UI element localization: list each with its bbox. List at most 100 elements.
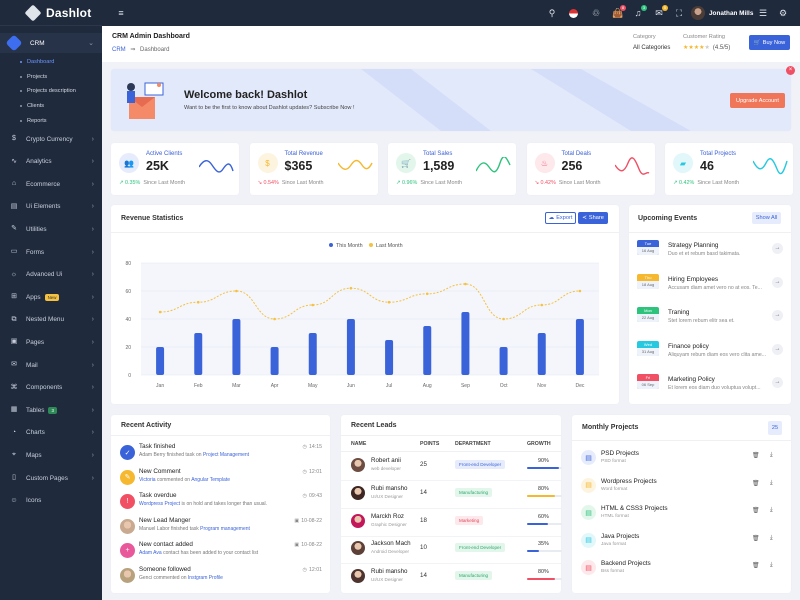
search-icon[interactable]: ⚲ (548, 8, 556, 18)
download-icon[interactable]: ⤓ (770, 534, 773, 541)
event-title[interactable]: Marketing Policy (668, 376, 715, 383)
activity-link[interactable]: Angular Template (191, 476, 231, 483)
export-button[interactable]: ☁ Export (545, 212, 576, 224)
sidebar-item-advanced-ui[interactable]: ☼ Advanced Ui › (0, 265, 102, 285)
gear-icon[interactable]: ⚙ (778, 8, 788, 18)
project-title[interactable]: Wordpress Projects (601, 477, 657, 485)
sidebar-item-components[interactable]: ⌘ Components › (0, 378, 102, 398)
row-divider (341, 563, 561, 565)
lead-name[interactable]: Marckh Roz (371, 512, 405, 520)
sidebar-item-label: Utilities (26, 225, 47, 233)
menu-toggle-icon[interactable]: ≡ (118, 8, 124, 18)
app-logo[interactable]: Dashlot (0, 0, 102, 26)
sidebar-item-charts[interactable]: ◔ Charts › (0, 423, 102, 443)
sidebar-item-tables[interactable]: ▦ Tables 3 › (0, 400, 102, 420)
arrow-right-icon[interactable]: → (772, 343, 783, 355)
bar-feb (194, 333, 203, 375)
activity-person[interactable]: Victoria (139, 476, 156, 483)
list-icon[interactable]: ☰ (758, 8, 768, 18)
lead-name[interactable]: Rubi mansho (371, 568, 408, 576)
breadcrumb-link[interactable]: CRM (112, 47, 126, 53)
chevron-right-icon: › (91, 225, 94, 233)
column-header[interactable]: NAME (351, 441, 367, 447)
sidebar-item-mail[interactable]: ✉ Mail › (0, 355, 102, 375)
fullscreen-icon[interactable]: ⛶ (675, 8, 683, 18)
growth-bar-fill (527, 578, 555, 581)
arrow-right-icon[interactable]: → (772, 243, 783, 254)
cart-icon[interactable]: ♲ (591, 8, 601, 18)
sidebar-item-crypto-currency[interactable]: $ Crypto Currency › (0, 129, 102, 149)
trash-icon[interactable]: 🗑 (752, 535, 760, 542)
trash-icon[interactable]: 🗑 (752, 563, 760, 569)
category-select[interactable]: All Categories (633, 45, 671, 51)
activity-person[interactable]: Adam Berry (139, 452, 166, 458)
lead-name[interactable]: Jackson Mach (371, 540, 411, 548)
sidebar-subitem[interactable]: Clients (0, 99, 102, 113)
sidebar-item-apps[interactable]: ⊞ Apps New › (0, 287, 102, 307)
arrow-right-icon[interactable]: → (772, 310, 783, 321)
activity-person[interactable]: Manuel Labor (139, 525, 170, 532)
download-icon[interactable]: ⤓ (770, 507, 773, 513)
sidebar-item-analytics[interactable]: ∿ Analytics › (0, 152, 102, 172)
download-icon[interactable]: ⤓ (770, 452, 773, 458)
column-header[interactable]: POINTS (420, 441, 440, 447)
shopping-bag-icon[interactable]: 👜 8 (612, 5, 626, 18)
event-title[interactable]: Traning (668, 309, 690, 316)
pages-icon: ▯ (12, 474, 16, 481)
arrow-right-icon[interactable]: → (772, 377, 783, 388)
activity-link[interactable]: Instgram Profile (187, 574, 223, 581)
sidebar-item-forms[interactable]: ▭ Forms › (0, 242, 102, 262)
flag-icon[interactable] (569, 9, 578, 18)
stat-card: 👥 Active Clients 25K ↗ 0.35% Since Last Mont… (111, 143, 239, 195)
project-title[interactable]: Java Projects (601, 532, 640, 540)
activity-person[interactable]: Adam Ava (139, 550, 162, 556)
download-icon[interactable]: ⤓ (770, 479, 773, 486)
upgrade-account-button[interactable]: Upgrade Account (730, 93, 785, 108)
activity-text: contact has been added to your contact l… (163, 550, 259, 556)
download-icon[interactable]: ⤓ (770, 562, 773, 568)
lead-name[interactable]: Rubi mansho (371, 484, 408, 492)
sidebar-item-nested-menu[interactable]: ⧉ Nested Menu › (0, 310, 102, 330)
trash-icon[interactable]: 🗑 (752, 508, 760, 514)
show-all-button[interactable]: Show All (752, 212, 781, 224)
sidebar-item-ui-elements[interactable]: ▤ Ui Elements › (0, 197, 102, 217)
event-title[interactable]: Hiring Employees (668, 275, 719, 283)
event-title[interactable]: Strategy Planning (668, 242, 719, 249)
sidebar-subitem[interactable]: Dashboard (0, 55, 102, 69)
lead-name[interactable]: Robert anii (371, 457, 401, 464)
activity-link[interactable]: Program management (200, 525, 250, 532)
sidebar-subitem[interactable]: Projects description (0, 84, 102, 98)
sidebar-item-icons[interactable]: ☺ Icons (0, 491, 102, 511)
sidebar-item-utilities[interactable]: ✎ Utilities › (0, 219, 102, 239)
close-icon[interactable]: × (786, 66, 795, 75)
trash-icon[interactable]: 🗑 (752, 480, 760, 487)
sidebar-item-crm[interactable]: CRM ⌄ (0, 33, 102, 53)
user-profile[interactable]: Jonathan Mills (691, 6, 753, 20)
line-point (196, 300, 200, 304)
project-title[interactable]: HTML & CSS3 Projects (601, 505, 668, 512)
x-tick-label: Dec (575, 383, 584, 389)
activity-person[interactable]: Genci (139, 574, 153, 581)
sidebar-subitem[interactable]: Reports (0, 114, 102, 128)
project-title[interactable]: PSD Projects (601, 450, 640, 457)
activity-link[interactable]: Project Management (202, 452, 250, 458)
sidebar-item-custom-pages[interactable]: ▯ Custom Pages › (0, 468, 102, 488)
arrow-right-icon[interactable]: → (772, 276, 783, 288)
column-header[interactable]: GROWTH (527, 441, 551, 447)
activity-title: New contact added (139, 541, 193, 548)
stat-label: Total Projects (700, 151, 737, 157)
trash-icon[interactable]: 🗑 (752, 453, 760, 459)
project-title[interactable]: Backend Projects (601, 560, 651, 567)
bell-icon[interactable]: ♫ 3 (634, 5, 647, 18)
buy-now-button[interactable]: 🛒 Buy Now (749, 35, 790, 50)
message-icon[interactable]: ✉ 5 (655, 5, 668, 18)
event-title[interactable]: Finance policy (668, 342, 709, 350)
column-header[interactable]: DEPARTMENT (455, 441, 491, 447)
activity-desc: Manuel Labor finished task Program manag… (139, 526, 250, 532)
sidebar-item-pages[interactable]: ▣ Pages › (0, 332, 102, 352)
sidebar-item-maps[interactable]: ⌖ Maps › (0, 445, 102, 465)
sidebar-item-ecommerce[interactable]: ⌂ Ecommerce › (0, 174, 102, 194)
sidebar-subitem[interactable]: Projects (0, 70, 102, 84)
activity-person[interactable]: Wordpress Project (139, 501, 181, 507)
share-button[interactable]: ≺ Share (578, 212, 608, 224)
